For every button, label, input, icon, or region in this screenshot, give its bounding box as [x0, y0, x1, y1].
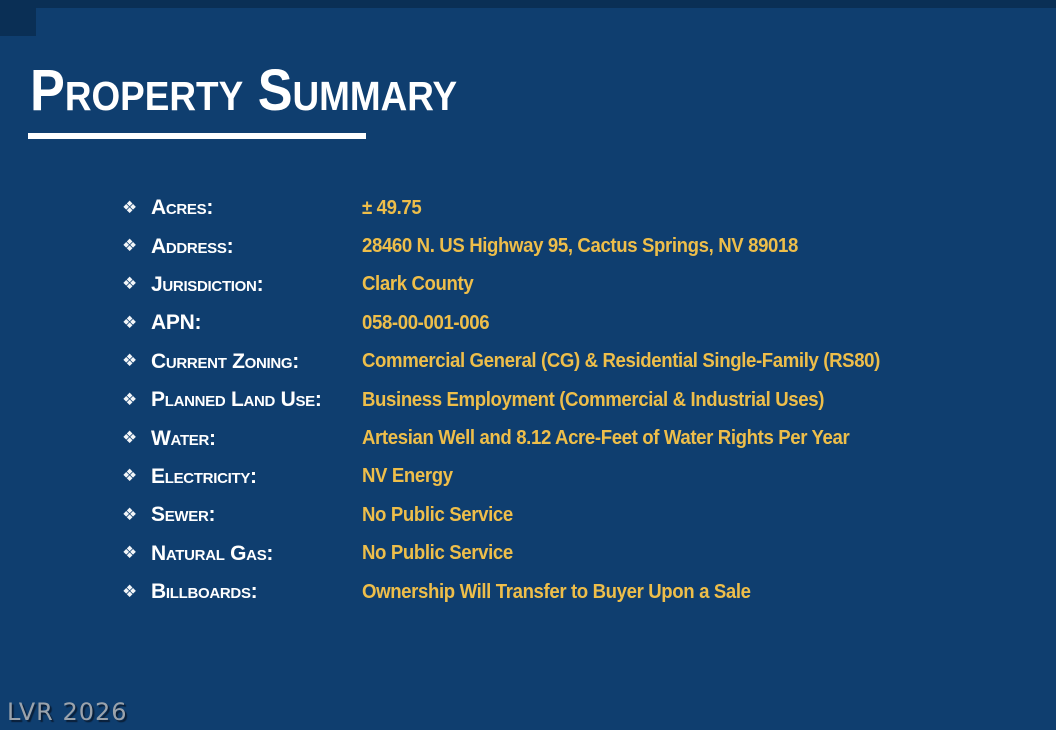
property-label: Water:	[151, 426, 216, 450]
property-label: Address:	[151, 234, 234, 258]
property-value: No Public Service	[362, 542, 513, 565]
diamond-bullet-icon: ❖	[122, 312, 138, 333]
property-row: ❖ Jurisdiction: Clark County	[122, 266, 992, 304]
property-value: No Public Service	[362, 503, 513, 526]
property-label: Current Zoning:	[151, 349, 299, 373]
property-label: Billboards:	[151, 580, 258, 604]
diamond-bullet-icon: ❖	[122, 466, 138, 487]
property-summary-list: ❖ Acres: ± 49.75 ❖ Address: 28460 N. US Highw…	[122, 189, 992, 611]
property-row: ❖ Sewer: No Public Service	[122, 496, 992, 534]
diamond-bullet-icon: ❖	[122, 504, 138, 525]
diamond-bullet-icon: ❖	[122, 197, 138, 218]
page-title: Property Summary	[30, 58, 458, 123]
property-label: Planned Land Use:	[151, 388, 322, 412]
property-row: ❖ Billboards: Ownership Will Transfer to B…	[122, 573, 992, 611]
diamond-bullet-icon: ❖	[122, 543, 138, 564]
property-value: Ownership Will Transfer to Buyer Upon a …	[362, 580, 751, 603]
top-accent-bar	[0, 0, 1056, 8]
diamond-bullet-icon: ❖	[122, 389, 138, 410]
diamond-bullet-icon: ❖	[122, 581, 138, 602]
title-underline	[28, 133, 366, 139]
property-row: ❖ Water: Artesian Well and 8.12 Acre-Feet …	[122, 419, 992, 457]
property-label: Electricity:	[151, 464, 257, 488]
property-value: NV Energy	[362, 465, 453, 488]
property-label: Jurisdiction:	[151, 272, 264, 296]
property-label: APN:	[151, 311, 202, 335]
property-value: Clark County	[362, 273, 474, 296]
corner-accent-block	[0, 0, 36, 36]
property-row: ❖ APN: 058-00-001-006	[122, 304, 992, 342]
diamond-bullet-icon: ❖	[122, 274, 138, 295]
property-row: ❖ Acres: ± 49.75	[122, 189, 992, 227]
property-value: Artesian Well and 8.12 Acre-Feet of Wate…	[362, 427, 850, 450]
property-label: Natural Gas:	[151, 541, 274, 565]
property-row: ❖ Current Zoning: Commercial General (CG) …	[122, 343, 992, 381]
diamond-bullet-icon: ❖	[122, 351, 138, 372]
property-label: Sewer:	[151, 503, 216, 527]
property-row: ❖ Address: 28460 N. US Highway 95, Cactus …	[122, 227, 992, 265]
property-row: ❖ Planned Land Use: Business Employment (C…	[122, 381, 992, 419]
property-value: Business Employment (Commercial & Indust…	[362, 388, 825, 411]
property-value: 28460 N. US Highway 95, Cactus Springs, …	[362, 235, 798, 258]
property-value: ± 49.75	[362, 196, 422, 219]
watermark: LVR 2026	[7, 698, 128, 726]
property-row: ❖ Natural Gas: No Public Service	[122, 535, 992, 573]
property-value: Commercial General (CG) & Residential Si…	[362, 350, 880, 373]
property-label: Acres:	[151, 196, 214, 220]
property-row: ❖ Electricity: NV Energy	[122, 458, 992, 496]
diamond-bullet-icon: ❖	[122, 236, 138, 257]
diamond-bullet-icon: ❖	[122, 428, 138, 449]
property-value: 058-00-001-006	[362, 311, 490, 334]
